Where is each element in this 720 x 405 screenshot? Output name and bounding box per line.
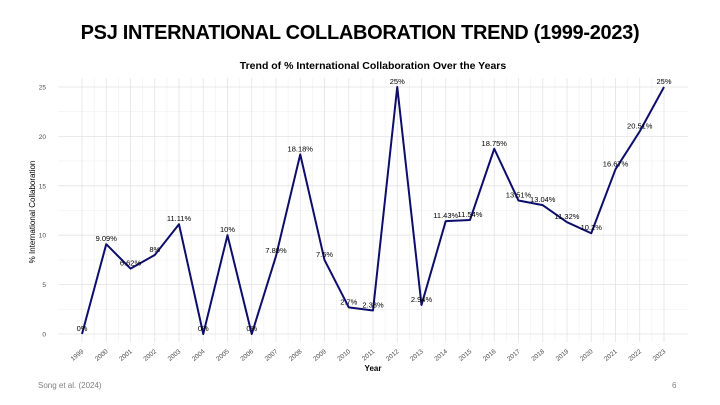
x-axis-ticks: 1999 2000 2001 2002 2003 2004 2005 2006 2007 2008… (70, 348, 668, 363)
series-line (81, 86, 665, 335)
x-tick-label: 2004 (191, 348, 207, 363)
data-label: 11.54% (458, 210, 483, 219)
x-tick-label: 2002 (142, 348, 158, 363)
x-tick-label: 2016 (482, 348, 498, 363)
data-label: 0% (246, 324, 257, 333)
x-tick-label: 2003 (167, 348, 183, 363)
x-tick-label: 2020 (579, 348, 595, 363)
x-tick-label: 2019 (555, 348, 571, 363)
y-tick-label: 5 (42, 282, 46, 289)
y-tick-label: 15 (39, 183, 47, 190)
data-labels: 0% 9.09% 6.62% 8% 11.11% 0% 10% 0% 7.89% 18.18% 7.… (77, 77, 672, 333)
chart-title: Trend of % International Collaboration O… (240, 60, 507, 72)
data-label: 11.11% (167, 214, 192, 223)
x-tick-label: 2012 (385, 348, 401, 363)
data-label: 11.32% (555, 212, 580, 221)
x-tick-label: 2008 (288, 348, 304, 363)
data-label: 7.89% (265, 246, 287, 255)
x-tick-label: 2022 (627, 348, 643, 363)
source-citation: Song et al. (2024) (38, 381, 102, 390)
x-tick-label: 2013 (409, 348, 425, 363)
x-tick-label: 2006 (239, 348, 255, 363)
data-label: 13.04% (530, 195, 556, 204)
x-tick-label: 2000 (94, 348, 110, 363)
slide-title: PSJ INTERNATIONAL COLLABORATION TREND (1… (80, 22, 640, 44)
y-tick-label: 10 (39, 233, 47, 240)
data-label: 25% (390, 77, 405, 86)
data-label: 0% (198, 324, 209, 333)
data-label: 25% (656, 77, 671, 86)
data-label: 2.94% (411, 295, 433, 304)
x-tick-label: 2021 (603, 348, 619, 363)
x-tick-label: 2011 (361, 348, 377, 363)
data-label: 16.67% (603, 159, 629, 168)
y-tick-label: 25 (39, 85, 47, 92)
x-tick-label: 2005 (215, 348, 231, 363)
data-label: 2.38% (362, 300, 384, 309)
x-tick-label: 2001 (118, 348, 134, 363)
data-label: 6.62% (120, 259, 142, 268)
data-label: 18.75% (482, 139, 508, 148)
x-tick-label: 2017 (506, 348, 522, 363)
x-tick-label: 2010 (336, 348, 352, 363)
data-label: 7.5% (316, 250, 333, 259)
x-tick-label: 2007 (264, 348, 280, 363)
data-label: 10% (220, 225, 235, 234)
y-tick-label: 0 (42, 332, 46, 339)
x-tick-label: 2014 (433, 348, 449, 363)
data-label: 0% (77, 324, 88, 333)
y-axis-label: % International Collaboration (28, 161, 37, 264)
x-axis-label: Year (365, 364, 382, 373)
y-tick-label: 20 (39, 134, 47, 141)
data-label: 2.7% (340, 297, 357, 306)
data-label: 13.51% (506, 191, 532, 200)
data-label: 8% (149, 245, 160, 254)
page-number: 6 (672, 381, 677, 390)
grid-lines (58, 78, 688, 342)
x-tick-label: 2018 (530, 348, 546, 363)
y-axis-ticks: 0 5 10 15 20 25 (39, 85, 47, 339)
x-tick-label: 2015 (458, 348, 474, 363)
data-label: 11.43% (433, 211, 458, 220)
x-tick-label: 1999 (70, 348, 86, 363)
x-tick-label: 2009 (312, 348, 328, 363)
x-tick-label: 2023 (652, 348, 668, 363)
data-label: 9.09% (96, 234, 118, 243)
data-label: 20.51% (627, 121, 653, 130)
data-label: 18.18% (288, 144, 314, 153)
data-label: 10.2% (581, 223, 603, 232)
